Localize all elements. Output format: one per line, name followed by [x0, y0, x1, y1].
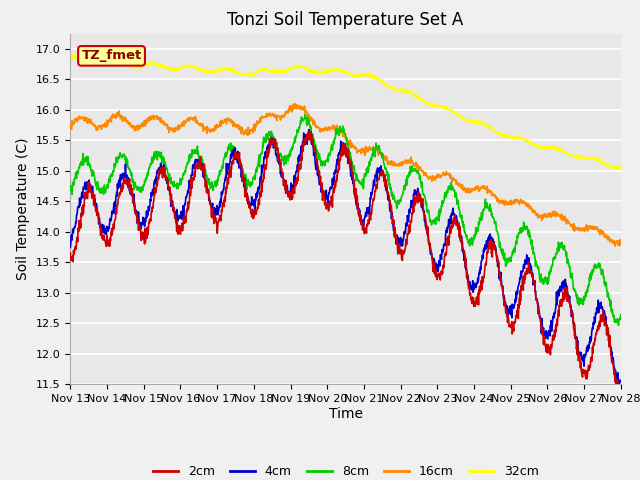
Text: TZ_fmet: TZ_fmet [81, 49, 141, 62]
Legend: 2cm, 4cm, 8cm, 16cm, 32cm: 2cm, 4cm, 8cm, 16cm, 32cm [148, 460, 543, 480]
X-axis label: Time: Time [328, 407, 363, 420]
Y-axis label: Soil Temperature (C): Soil Temperature (C) [17, 138, 30, 280]
Title: Tonzi Soil Temperature Set A: Tonzi Soil Temperature Set A [227, 11, 464, 29]
